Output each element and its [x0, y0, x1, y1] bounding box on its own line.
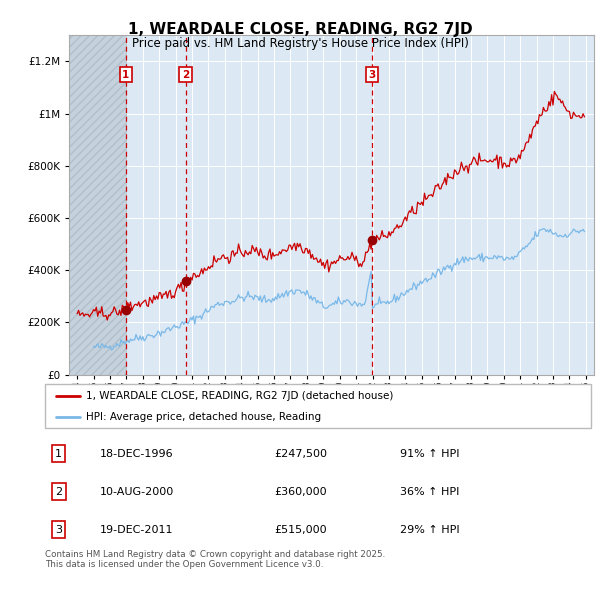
Text: 3: 3 — [55, 525, 62, 535]
Text: 18-DEC-1996: 18-DEC-1996 — [100, 449, 173, 458]
FancyBboxPatch shape — [45, 384, 591, 428]
Text: 10-AUG-2000: 10-AUG-2000 — [100, 487, 174, 497]
Text: 19-DEC-2011: 19-DEC-2011 — [100, 525, 173, 535]
Text: 2: 2 — [55, 487, 62, 497]
Text: 91% ↑ HPI: 91% ↑ HPI — [400, 449, 460, 458]
Text: 1, WEARDALE CLOSE, READING, RG2 7JD (detached house): 1, WEARDALE CLOSE, READING, RG2 7JD (det… — [86, 391, 394, 401]
Text: 3: 3 — [368, 70, 376, 80]
Text: 1, WEARDALE CLOSE, READING, RG2 7JD: 1, WEARDALE CLOSE, READING, RG2 7JD — [128, 22, 472, 37]
Text: £515,000: £515,000 — [274, 525, 327, 535]
Text: Price paid vs. HM Land Registry's House Price Index (HPI): Price paid vs. HM Land Registry's House … — [131, 37, 469, 50]
Text: 36% ↑ HPI: 36% ↑ HPI — [400, 487, 459, 497]
Text: 2: 2 — [182, 70, 189, 80]
Text: £360,000: £360,000 — [274, 487, 327, 497]
Text: 29% ↑ HPI: 29% ↑ HPI — [400, 525, 460, 535]
Text: £247,500: £247,500 — [274, 449, 328, 458]
Text: Contains HM Land Registry data © Crown copyright and database right 2025.
This d: Contains HM Land Registry data © Crown c… — [45, 550, 385, 569]
Text: 1: 1 — [55, 449, 62, 458]
Text: 1: 1 — [122, 70, 130, 80]
Bar — [69, 35, 126, 375]
Text: HPI: Average price, detached house, Reading: HPI: Average price, detached house, Read… — [86, 412, 321, 422]
